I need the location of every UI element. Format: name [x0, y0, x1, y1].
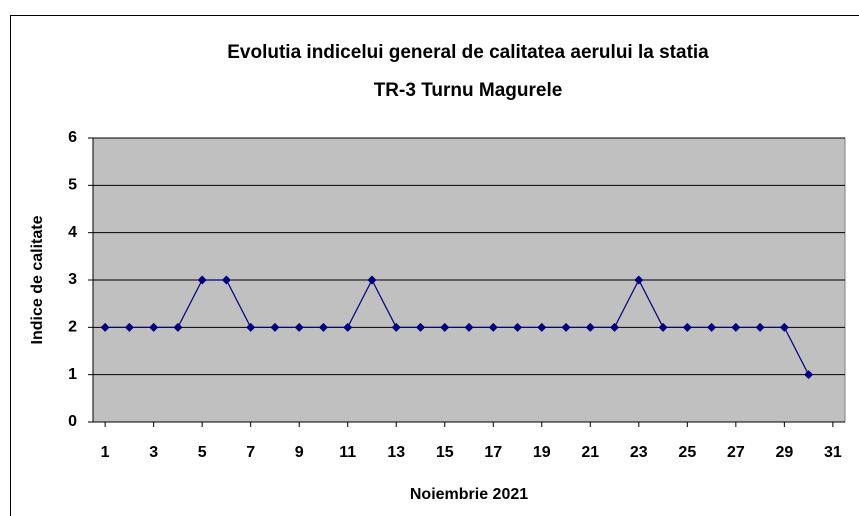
x-tick-label: 1 [101, 444, 110, 461]
data-point [100, 322, 110, 332]
x-tick-label: 3 [149, 444, 158, 461]
x-axis-label: Noiembrie 2021 [410, 486, 528, 503]
data-point [415, 322, 425, 332]
x-tick-label: 19 [533, 444, 551, 461]
data-point [561, 322, 571, 332]
data-point [440, 322, 450, 332]
x-tick-label: 5 [198, 444, 207, 461]
data-point [221, 275, 231, 285]
data-point [173, 322, 183, 332]
y-tick-label: 2 [68, 319, 77, 336]
x-tick-label: 31 [824, 444, 842, 461]
data-point [755, 322, 765, 332]
y-tick-label: 1 [68, 366, 77, 383]
data-point [658, 322, 668, 332]
chart-title: TR-3 Turnu Magurele [374, 80, 563, 101]
y-tick-label: 5 [68, 177, 77, 194]
data-point [537, 322, 547, 332]
x-tick-label: 29 [775, 444, 793, 461]
data-point [634, 275, 644, 285]
data-point [804, 370, 814, 380]
data-point [513, 322, 523, 332]
y-tick-label: 3 [68, 271, 77, 288]
y-axis-label: Indice de calitate [29, 215, 46, 344]
data-point [585, 322, 595, 332]
y-tick-label: 4 [68, 224, 77, 241]
chart-title: Evolutia indicelui general de calitatea … [227, 42, 709, 63]
x-tick-label: 27 [727, 444, 745, 461]
y-tick-label: 0 [68, 413, 77, 430]
data-point [779, 322, 789, 332]
data-point [488, 322, 498, 332]
data-point [246, 322, 256, 332]
data-point [731, 322, 741, 332]
x-tick-label: 13 [387, 444, 405, 461]
data-point [610, 322, 620, 332]
data-point [343, 322, 353, 332]
x-tick-label: 23 [630, 444, 648, 461]
x-tick-label: 9 [295, 444, 304, 461]
data-point [391, 322, 401, 332]
data-point [707, 322, 717, 332]
data-point [197, 275, 207, 285]
x-tick-label: 15 [436, 444, 454, 461]
data-point [294, 322, 304, 332]
data-point [124, 322, 134, 332]
data-point [682, 322, 692, 332]
x-tick-label: 25 [678, 444, 696, 461]
data-point [367, 275, 377, 285]
data-point [318, 322, 328, 332]
x-tick-label: 11 [339, 444, 356, 461]
x-tick-label: 7 [246, 444, 255, 461]
data-point [149, 322, 159, 332]
data-point [270, 322, 280, 332]
y-tick-label: 6 [68, 129, 77, 146]
x-tick-label: 17 [484, 444, 502, 461]
data-point [464, 322, 474, 332]
x-tick-label: 21 [581, 444, 599, 461]
